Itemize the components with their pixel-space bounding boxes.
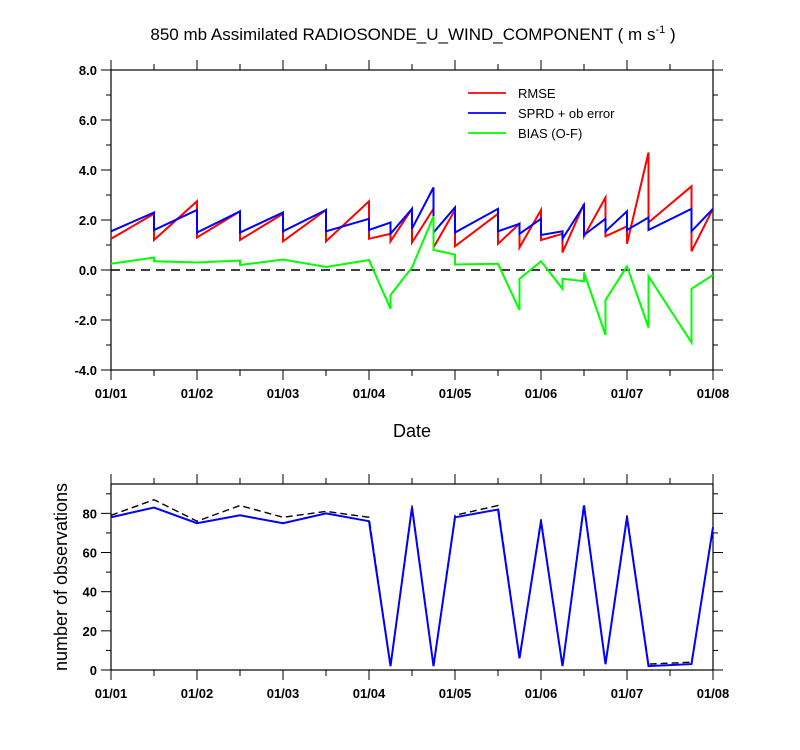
bottom-xtick-label: 01/02 xyxy=(181,686,214,701)
bottom-ytick-label: 20 xyxy=(83,624,97,639)
top-xtick-label: 01/04 xyxy=(353,386,386,401)
top-xtick-label: 01/03 xyxy=(267,386,300,401)
series-possible-line xyxy=(110,498,714,667)
top-xtick-label: 01/05 xyxy=(439,386,472,401)
bottom-xtick-label: 01/07 xyxy=(611,686,644,701)
top-ytick-label: 2.0 xyxy=(79,213,97,228)
top-ytick-label: 0.0 xyxy=(79,263,97,278)
bottom-ytick-label: 0 xyxy=(90,663,97,678)
bottom-xtick-label: 01/06 xyxy=(525,686,558,701)
top-ytick-label: 4.0 xyxy=(79,163,97,178)
bottom-xtick-label: 01/08 xyxy=(697,686,730,701)
bottom-ytick-label: 40 xyxy=(83,585,97,600)
top-panel: 01/01 01/02 01/03 01/04 01/05 01/06 01/07 01/08… xyxy=(75,60,730,401)
bottom-xtick-label: 01/05 xyxy=(439,686,472,701)
top-xtick-label: 01/08 xyxy=(697,386,730,401)
series-bias-o-f-line xyxy=(110,215,714,346)
bottom-xtick-label: 01/04 xyxy=(353,686,386,701)
top-ytick-label: 6.0 xyxy=(79,113,97,128)
top-xtick-label: 01/02 xyxy=(181,386,214,401)
legend-label: SPRD + ob error xyxy=(518,106,615,121)
x-axis-label: Date xyxy=(393,421,431,441)
chart-title-main: 850 mb Assimilated RADIOSONDE_U_WIND_COM… xyxy=(150,25,655,44)
bottom-ytick-label: 80 xyxy=(83,506,97,521)
series-used-line xyxy=(110,505,714,668)
top-xtick-label: 01/06 xyxy=(525,386,558,401)
top-ytick-label: -2.0 xyxy=(75,313,97,328)
bottom-ytick-label: 60 xyxy=(83,546,97,561)
legend-label: BIAS (O-F) xyxy=(518,126,582,141)
top-xtick-label: 01/07 xyxy=(611,386,644,401)
bottom-xtick-label: 01/03 xyxy=(267,686,300,701)
series-rmse-line xyxy=(110,152,714,253)
top-xtick-label: 01/01 xyxy=(95,386,128,401)
bottom-xtick-label: 01/01 xyxy=(95,686,128,701)
series-sprd-ob-error-line xyxy=(110,187,714,243)
legend-label: RMSE xyxy=(518,86,556,101)
y-axis-label-observations: number of observations xyxy=(51,483,71,671)
top-ytick-label: 8.0 xyxy=(79,63,97,78)
chart-title: 850 mb Assimilated RADIOSONDE_U_WIND_COM… xyxy=(150,24,675,44)
top-ytick-label: -4.0 xyxy=(75,363,97,378)
chart-title-superscript: -1 xyxy=(655,24,665,36)
bottom-panel: 01/01 01/02 01/03 01/04 01/05 01/06 01/07 01/08… xyxy=(83,474,730,701)
chart-title-close: ) xyxy=(665,25,675,44)
